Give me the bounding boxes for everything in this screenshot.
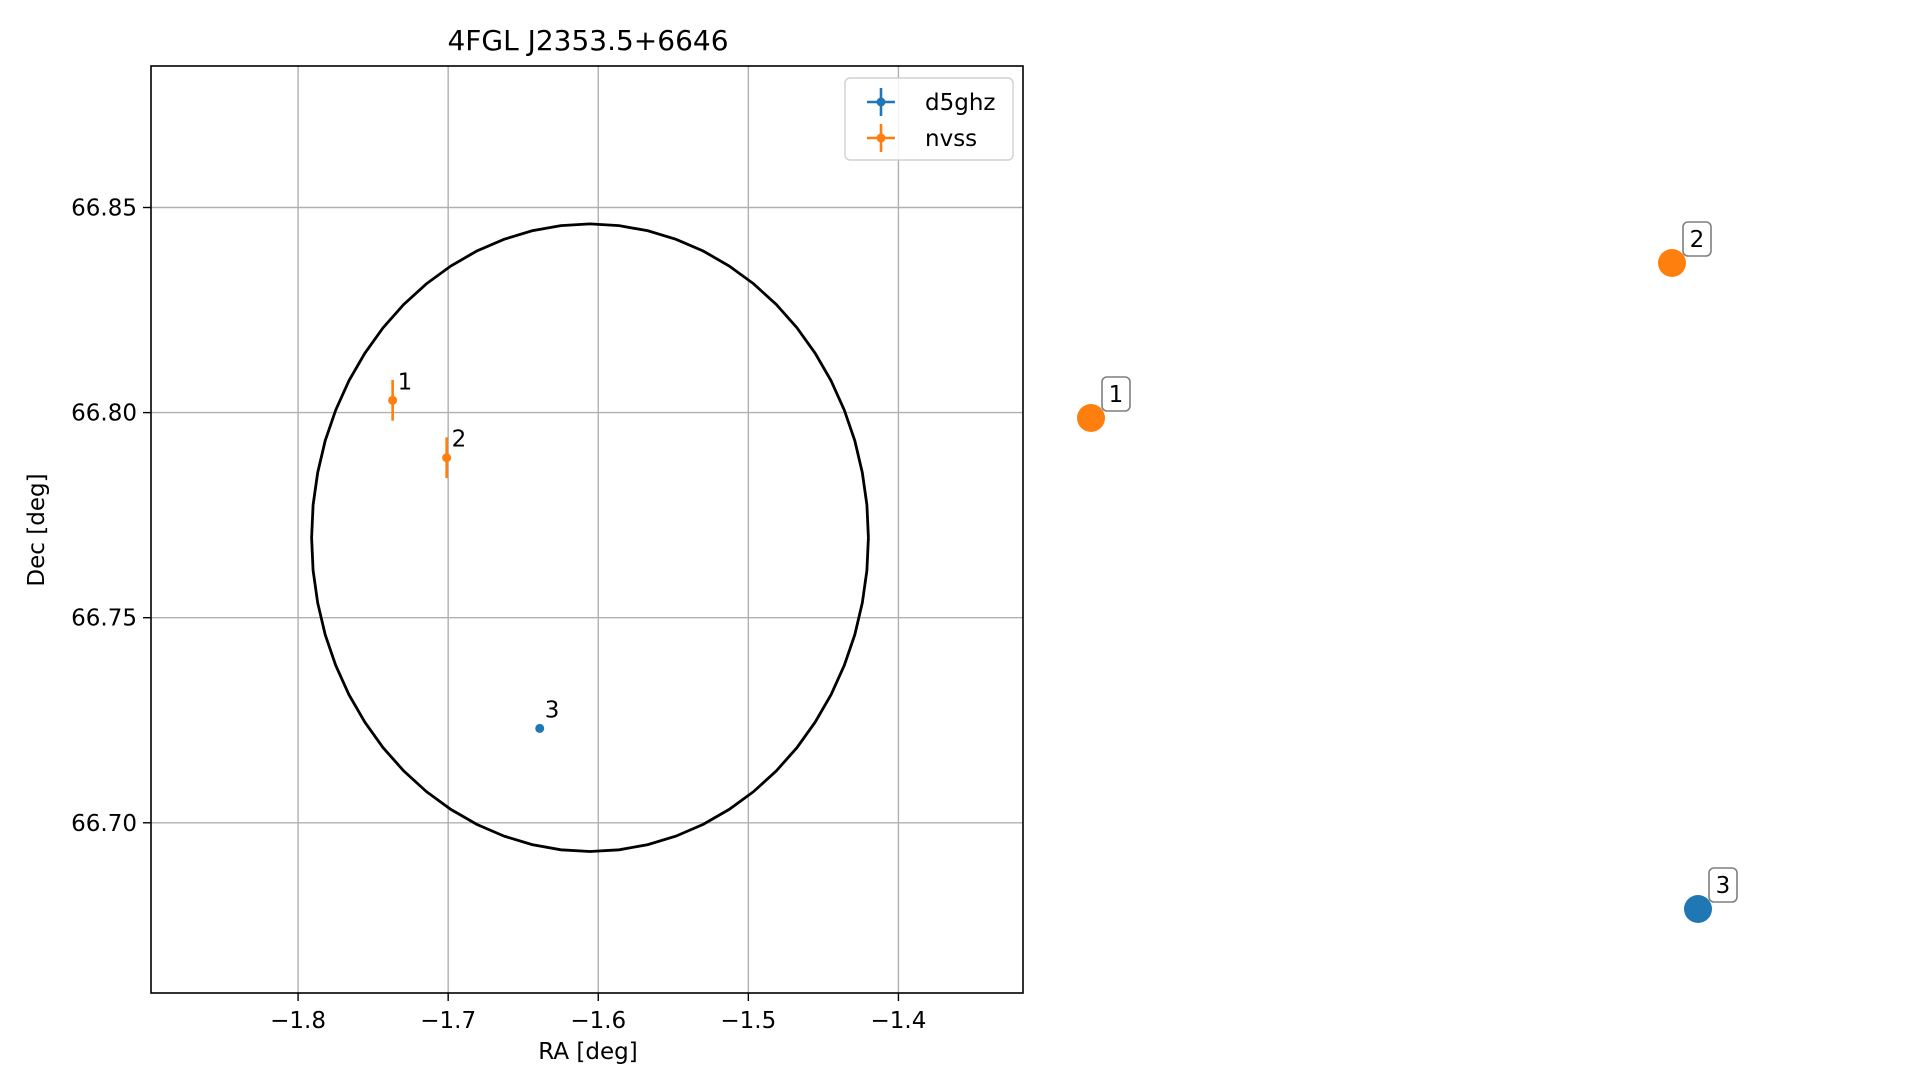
legend-label: nvss xyxy=(925,126,977,152)
y-tick-label: 66.75 xyxy=(71,606,137,632)
source-badge xyxy=(1708,867,1738,903)
point-label: 1 xyxy=(398,369,413,395)
y-tick-label: 66.70 xyxy=(71,811,137,837)
chart-title: 4FGL J2353.5+6646 xyxy=(447,24,728,57)
source-marker xyxy=(1658,249,1686,277)
localization-ellipse xyxy=(310,222,870,853)
source-badge-label: 1 xyxy=(1109,382,1124,408)
x-axis-label: RA [deg] xyxy=(538,1039,637,1065)
y-tick-label: 66.85 xyxy=(71,196,137,222)
source-badge xyxy=(1682,221,1712,257)
source-marker xyxy=(1684,895,1712,923)
y-tick-label: 66.80 xyxy=(71,401,137,427)
grid xyxy=(151,66,1023,993)
y-axis-label: Dec [deg] xyxy=(24,473,50,586)
legend-box xyxy=(844,77,1014,161)
data-points: 3 1 2 xyxy=(388,369,559,733)
legend-marker-dot xyxy=(876,133,886,143)
source-badge xyxy=(1101,376,1131,412)
plot-frame xyxy=(150,65,1024,994)
source-badge-label: 2 xyxy=(1690,227,1705,253)
source-badge-label: 3 xyxy=(1716,873,1731,899)
source-marker-panel: 1 2 3 xyxy=(1077,221,1738,923)
x-tick-label: −1.8 xyxy=(270,1008,326,1034)
point-marker xyxy=(442,453,452,463)
legend-marker-dot xyxy=(876,97,886,107)
point-label: 3 xyxy=(545,697,560,723)
axis-ticks: −1.8 −1.7 −1.6 −1.5 −1.4 66.70 66.75 66.80 66.85 xyxy=(71,196,926,1034)
point-marker xyxy=(388,395,398,405)
legend-label: d5ghz xyxy=(925,90,995,116)
legend: d5ghz nvss xyxy=(844,77,1014,161)
point-marker xyxy=(535,723,545,733)
point-label: 2 xyxy=(452,427,467,453)
x-tick-label: −1.4 xyxy=(870,1008,926,1034)
x-tick-label: −1.6 xyxy=(570,1008,626,1034)
x-tick-label: −1.5 xyxy=(720,1008,776,1034)
x-tick-label: −1.7 xyxy=(420,1008,476,1034)
source-marker xyxy=(1077,404,1105,432)
ellipse-outline xyxy=(310,222,870,853)
